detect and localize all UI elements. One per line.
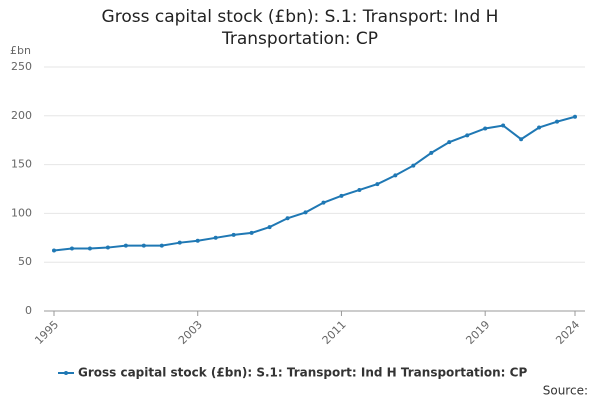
point	[483, 126, 488, 131]
y-tick-label: 100	[11, 206, 32, 219]
point	[465, 133, 470, 138]
point	[519, 137, 524, 142]
y-tick-label: 150	[11, 158, 32, 171]
point	[339, 193, 344, 198]
point	[159, 243, 164, 248]
y-tick-label: 0	[25, 304, 32, 317]
legend-label: Gross capital stock (£bn): S.1: Transpor…	[78, 366, 527, 380]
point	[249, 230, 254, 235]
point	[177, 240, 182, 245]
y-tick-label: 250	[11, 60, 32, 73]
line	[53, 115, 576, 252]
point	[213, 235, 218, 240]
x-tick-label: 2003	[176, 318, 205, 347]
point	[555, 119, 560, 124]
x-tick-label: 1995	[32, 318, 61, 347]
legend-marker	[64, 371, 68, 375]
point	[69, 246, 74, 251]
point	[141, 243, 146, 248]
point	[501, 123, 506, 128]
point	[52, 248, 56, 253]
y-tick-label: 200	[11, 109, 32, 122]
point	[393, 173, 398, 178]
point	[267, 225, 272, 230]
source: Source:	[543, 384, 588, 398]
x-tick-label: 2011	[320, 318, 349, 347]
x-tick-label: 2019	[463, 318, 492, 347]
point	[231, 232, 236, 237]
point	[87, 246, 92, 251]
y-tick-label: 50	[18, 255, 32, 268]
point	[447, 140, 452, 145]
point	[123, 243, 128, 248]
point	[375, 182, 380, 187]
point	[321, 200, 326, 205]
chart-title: Gross capital stock (£bn): S.1: Transpor…	[101, 7, 499, 49]
y-axis-label: £bn	[10, 44, 31, 57]
point	[573, 114, 577, 119]
point	[105, 245, 110, 250]
point	[537, 125, 542, 130]
point	[195, 238, 200, 243]
point	[429, 150, 434, 155]
point	[357, 187, 362, 192]
point	[411, 163, 416, 168]
x-tick-label: 2024	[553, 318, 582, 347]
point	[303, 210, 308, 215]
point	[285, 216, 290, 221]
